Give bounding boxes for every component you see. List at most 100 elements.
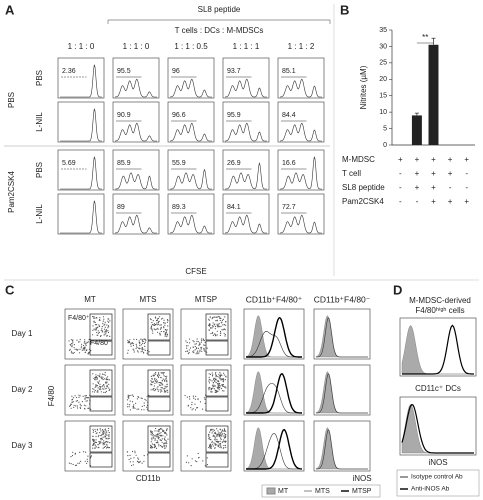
dot [103,391,105,393]
dot [99,442,101,444]
dot [103,432,105,434]
dot [161,428,163,430]
dot [143,460,145,462]
dot [144,341,146,343]
dot [211,380,213,382]
dot [190,407,192,409]
dot [156,324,158,326]
dot [106,335,109,337]
dot [107,331,110,334]
percent-label: 84.4 [282,112,296,119]
dot [222,381,224,383]
dot [160,318,163,320]
dot [158,372,160,374]
dot [83,344,85,347]
histogram [115,172,157,190]
dot [151,431,153,434]
dot [163,319,165,321]
dot [82,347,84,350]
dot [151,446,153,448]
dot [141,405,143,407]
legend-frame [261,484,381,498]
dot [213,432,216,434]
dot [130,345,132,347]
dot [208,376,210,378]
dot [167,325,169,327]
dot [154,382,156,384]
dot [201,339,203,342]
dot [102,378,104,381]
dot [136,408,138,410]
dot [102,431,105,433]
dot [218,433,220,435]
dot [208,438,210,440]
dot [108,326,110,328]
dot [146,408,148,410]
dot [164,324,166,326]
gate [89,452,113,468]
histogram-frame [167,57,215,99]
dot [164,390,166,392]
gate [205,452,229,468]
column-label: MTSP [195,295,217,304]
dot [220,435,222,437]
dot [93,316,95,318]
dot [96,432,98,434]
dot [164,385,166,387]
dot [224,386,226,388]
dot [109,320,111,322]
dot [99,432,101,434]
dot [141,347,143,349]
dot [158,429,160,431]
dot [159,428,161,431]
dot [219,376,221,378]
dot [84,395,86,397]
row-label: PBS [35,162,44,178]
histogram-mts [316,429,368,470]
dot [154,446,156,448]
dot [143,455,145,457]
dot [217,430,219,432]
dot [210,389,212,391]
dot [189,338,191,340]
dot [161,380,163,382]
dot [162,373,165,375]
dot [163,438,165,440]
dot [211,432,213,434]
x-axis-label: iNOS [352,474,371,483]
dot [211,429,213,431]
dot [203,348,205,350]
condition-sign: - [399,183,402,192]
dot [72,341,74,343]
dot [196,338,198,340]
dot [219,387,221,389]
dot [153,375,155,377]
dot [160,384,162,386]
dot [79,406,81,408]
dot [219,428,221,430]
dot [108,427,110,430]
dot [158,316,160,318]
dot [76,339,78,341]
dot [103,446,105,448]
dot [98,331,100,333]
dot [197,457,200,459]
dot [152,436,154,438]
dot [98,319,100,321]
bar [411,115,422,145]
dot [83,342,85,344]
dot [100,437,102,439]
y-tick-label: 25 [379,60,387,67]
dot [161,390,163,392]
dot [151,322,153,324]
dot [151,439,153,441]
dot [217,445,219,447]
dot [94,386,96,388]
dot [219,444,221,446]
dot [220,445,222,447]
dot [150,326,153,328]
dot [92,334,94,336]
dot [106,385,108,387]
dot [208,382,211,384]
dot [151,328,153,330]
